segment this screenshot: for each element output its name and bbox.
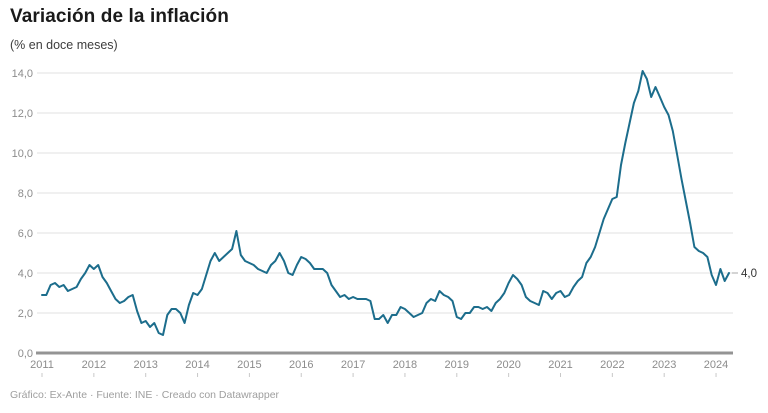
y-axis-label: 14,0 (12, 68, 33, 80)
inflation-line (41, 70, 730, 336)
end-value-label: 4,0 (741, 268, 757, 280)
x-axis-label: 2020 (496, 359, 520, 371)
y-axis-label: 10,0 (12, 148, 33, 160)
x-axis-labels: 2011 2012 2013 2014 2015 2016 2017 2018 2019 2020… (30, 359, 728, 377)
y-axis-label: 2,0 (18, 308, 33, 320)
x-axis-label: 2017 (341, 359, 365, 371)
x-axis-label: 2014 (185, 359, 209, 371)
x-axis-label: 2015 (237, 359, 261, 371)
y-axis-label: 6,0 (18, 228, 33, 240)
x-axis-label: 2024 (704, 359, 728, 371)
y-axis-label: 8,0 (18, 188, 33, 200)
x-axis-label: 2021 (548, 359, 572, 371)
x-axis-label: 2018 (393, 359, 417, 371)
y-axis-label: 4,0 (18, 268, 33, 280)
x-axis-label: 2022 (600, 359, 624, 371)
x-axis-label: 2012 (82, 359, 106, 371)
y-axis-labels: 0,0 2,0 4,0 6,0 8,0 10,0 12,0 14,0 (12, 68, 33, 360)
y-gridlines (37, 72, 733, 314)
chart-source-footer: Gráfico: Ex-Ante · Fuente: INE · Creado … (10, 389, 280, 401)
x-axis-label: 2013 (133, 359, 157, 371)
chart-subtitle: (% en doce meses) (10, 38, 118, 52)
x-axis-label: 2011 (30, 359, 54, 371)
x-axis-label: 2023 (652, 359, 676, 371)
page-title: Variación de la inflación (10, 6, 229, 27)
x-axis-label: 2019 (445, 359, 469, 371)
y-axis-label: 0,0 (18, 348, 33, 360)
y-axis-label: 12,0 (12, 108, 33, 120)
x-axis-label: 2016 (289, 359, 313, 371)
